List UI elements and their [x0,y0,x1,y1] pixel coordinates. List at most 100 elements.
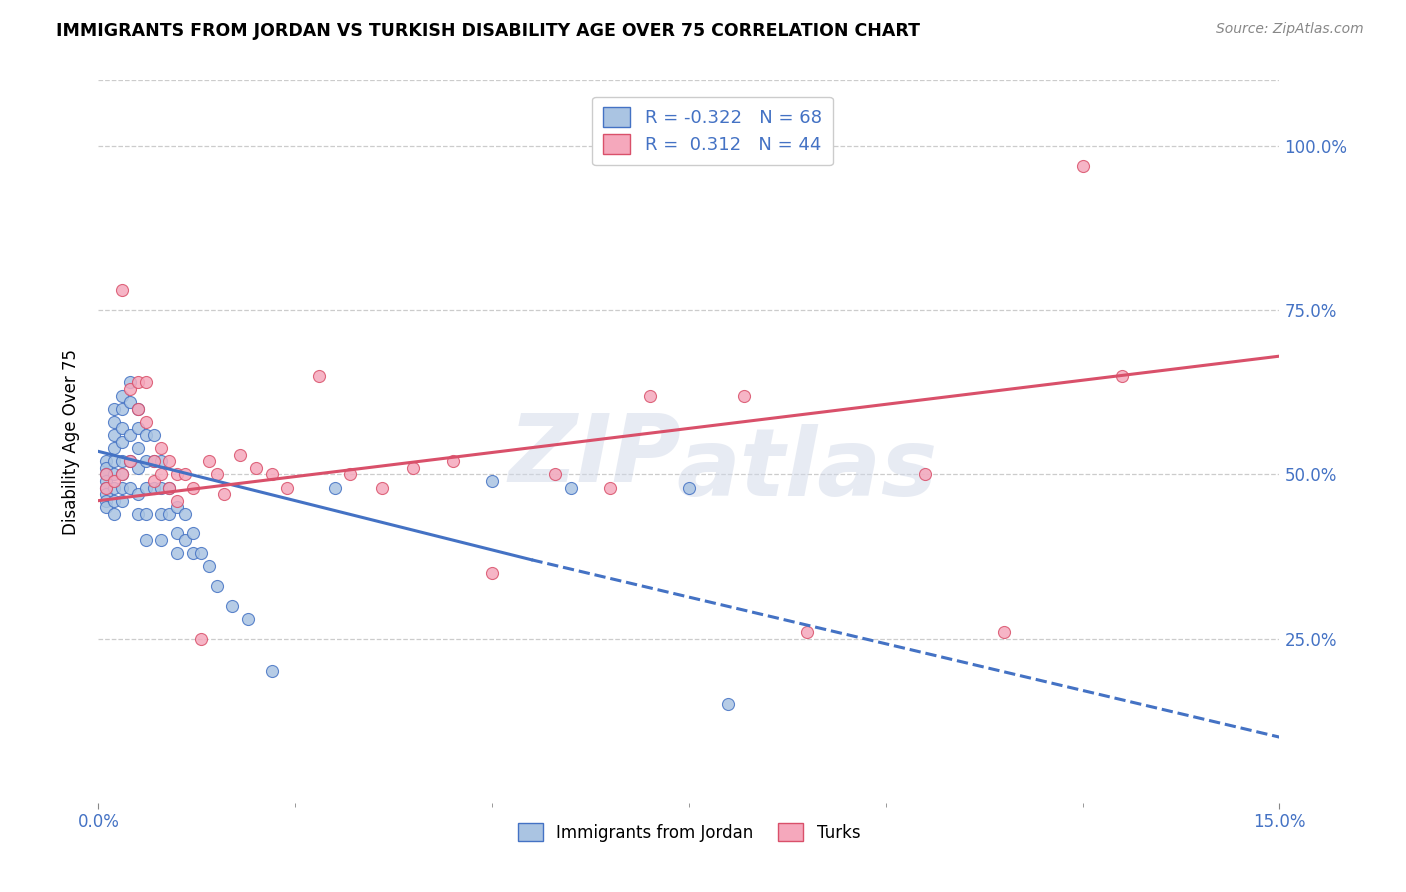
Text: Source: ZipAtlas.com: Source: ZipAtlas.com [1216,22,1364,37]
Point [127,401,149,416]
Text: IMMIGRANTS FROM JORDAN VS TURKISH DISABILITY AGE OVER 75 CORRELATION CHART: IMMIGRANTS FROM JORDAN VS TURKISH DISABI… [56,22,921,40]
Point [371,481,394,495]
Point [111,493,134,508]
Point [111,284,134,298]
Point [1071,159,1094,173]
Point [103,481,125,495]
Point [245,460,267,475]
Point [96,454,118,468]
Point [127,460,149,475]
Point [103,474,125,488]
Point [599,481,621,495]
Point [135,507,157,521]
Point [638,388,661,402]
Point [993,625,1015,640]
Point [221,599,243,613]
Point [127,507,149,521]
Point [205,467,228,482]
Point [339,467,361,482]
Point [150,533,173,547]
Point [157,481,180,495]
Point [214,487,236,501]
Point [111,481,134,495]
Point [236,612,259,626]
Text: ZIP: ZIP [508,410,681,502]
Point [157,507,180,521]
Point [127,376,149,390]
Point [103,454,125,468]
Point [174,507,197,521]
Point [181,546,204,560]
Point [181,481,204,495]
Point [118,454,141,468]
Point [127,421,149,435]
Point [678,481,700,495]
Point [135,533,157,547]
Point [142,428,165,442]
Point [127,441,149,455]
Point [142,474,165,488]
Point [135,376,157,390]
Point [481,474,503,488]
Point [150,507,173,521]
Point [142,454,165,468]
Point [103,415,125,429]
Point [1111,368,1133,383]
Point [118,454,141,468]
Point [733,388,755,402]
Point [96,467,118,482]
Point [150,467,173,482]
Point [914,467,936,482]
Point [103,493,125,508]
Point [544,467,567,482]
Point [441,454,464,468]
Point [127,401,149,416]
Point [166,493,188,508]
Point [142,454,165,468]
Point [166,526,188,541]
Point [111,401,134,416]
Point [103,441,125,455]
Point [190,546,212,560]
Point [96,500,118,515]
Point [118,481,141,495]
Point [135,415,157,429]
Point [205,579,228,593]
Point [157,454,180,468]
Point [118,428,141,442]
Legend: Immigrants from Jordan, Turks: Immigrants from Jordan, Turks [510,817,868,848]
Point [135,454,157,468]
Point [111,434,134,449]
Point [157,481,180,495]
Point [197,454,219,468]
Point [96,467,118,482]
Point [174,467,197,482]
Point [135,481,157,495]
Point [150,441,173,455]
Point [717,698,740,712]
Point [174,533,197,547]
Point [166,467,188,482]
Point [96,487,118,501]
Point [402,460,425,475]
Point [96,460,118,475]
Point [111,454,134,468]
Point [142,481,165,495]
Point [96,481,118,495]
Point [96,481,118,495]
Point [135,428,157,442]
Point [103,428,125,442]
Point [111,421,134,435]
Point [276,481,298,495]
Point [323,481,346,495]
Point [127,487,149,501]
Point [96,493,118,508]
Point [111,388,134,402]
Point [150,481,173,495]
Point [166,546,188,560]
Point [260,665,283,679]
Point [181,526,204,541]
Point [103,507,125,521]
Point [103,467,125,482]
Point [260,467,283,482]
